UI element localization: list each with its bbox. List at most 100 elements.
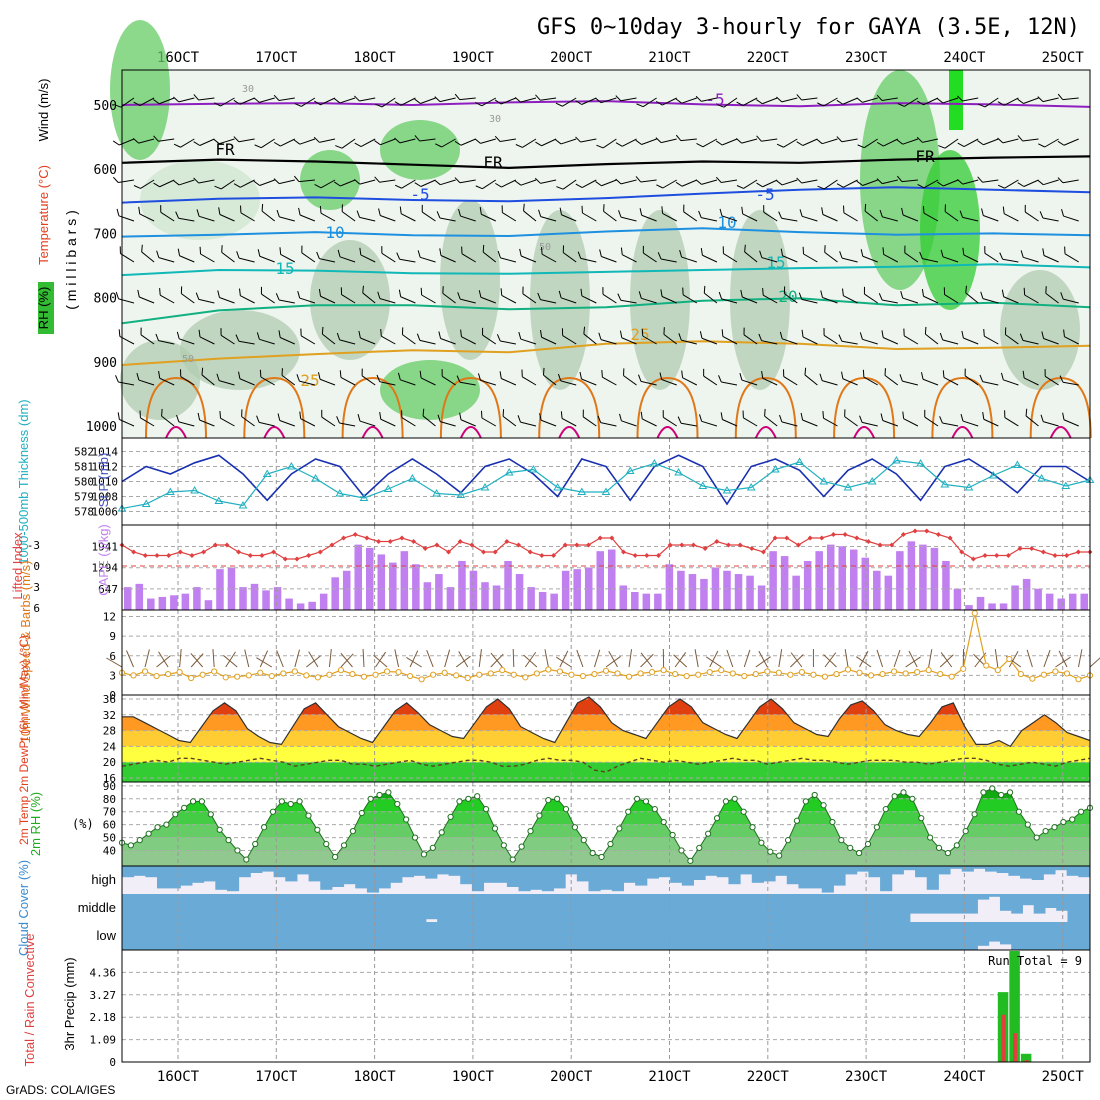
wind-speed-point bbox=[787, 671, 794, 678]
rh-point bbox=[580, 837, 587, 844]
wind-barb bbox=[556, 179, 577, 190]
lifted-index-point bbox=[935, 532, 941, 537]
cape-bar bbox=[262, 590, 270, 610]
rh-shading bbox=[920, 150, 980, 310]
rh-point bbox=[296, 798, 303, 805]
cloud-cover-bar bbox=[628, 922, 641, 950]
wind-barb-staff bbox=[963, 138, 979, 147]
wind-barb-flag bbox=[218, 207, 221, 215]
wind-barb-flag bbox=[836, 136, 843, 143]
wind-barb-flag bbox=[555, 102, 563, 107]
wind-barb-flag bbox=[558, 290, 562, 298]
wind-barb bbox=[180, 369, 195, 386]
wind-barb-flag bbox=[277, 413, 281, 421]
cloud-cover-bar bbox=[403, 922, 416, 950]
surface-wind-barb-staff bbox=[876, 649, 884, 668]
wind-barb bbox=[356, 210, 376, 222]
wind-barb-flag bbox=[518, 331, 522, 340]
wind-barb-flag bbox=[681, 370, 684, 378]
wind-barb bbox=[115, 291, 135, 304]
cape-bar bbox=[492, 585, 501, 610]
wind-barb-flag bbox=[177, 248, 181, 256]
wind-barb bbox=[521, 369, 537, 386]
wind-barb-flag bbox=[978, 103, 986, 108]
cloud-cover-bar bbox=[470, 894, 483, 922]
wind-barb-staff bbox=[238, 138, 255, 143]
wind-barb bbox=[715, 138, 738, 146]
wind-barb bbox=[233, 179, 255, 188]
surface-wind-barb-staff bbox=[223, 655, 238, 668]
wind-barb-flag bbox=[597, 415, 602, 423]
panel-frame bbox=[121, 949, 1091, 1063]
cloud-cover-bar bbox=[662, 894, 675, 922]
wind-barb-flag bbox=[984, 246, 986, 254]
thickness-point bbox=[141, 499, 151, 507]
wind-barb-flag bbox=[942, 370, 945, 378]
cloud-cover-bar bbox=[583, 922, 596, 950]
rh-point bbox=[420, 851, 428, 858]
surface-wind-barb bbox=[556, 656, 572, 668]
wind-barb-flag bbox=[796, 141, 804, 146]
wind-barb-staff bbox=[801, 97, 818, 101]
wind-barb bbox=[940, 249, 959, 263]
wind-barb bbox=[538, 209, 557, 222]
wind-barb-staff bbox=[178, 217, 195, 222]
wind-barb bbox=[113, 97, 135, 108]
wind-barb-flag bbox=[601, 370, 603, 378]
wind-barb bbox=[297, 290, 316, 304]
wind-barb bbox=[804, 367, 818, 386]
surface-wind-barb bbox=[905, 656, 921, 668]
wind-barb bbox=[1017, 135, 1039, 142]
wind-barb-flag bbox=[281, 368, 283, 376]
surface-wind-barb bbox=[294, 649, 300, 668]
surface-wind-barb-staff bbox=[859, 650, 869, 668]
contour-label: -5 bbox=[705, 90, 724, 109]
x-tick-label-top: 20OCT bbox=[550, 50, 593, 66]
wind-barb-flag bbox=[353, 179, 361, 185]
wind-barb bbox=[233, 97, 255, 105]
lifted-index-point bbox=[959, 549, 965, 555]
wind-barb-staff bbox=[1004, 179, 1019, 189]
li-tick-label: 0 bbox=[33, 560, 40, 573]
wind-barb-flag bbox=[1037, 96, 1044, 102]
wind-tick-label: 9 bbox=[109, 630, 116, 643]
rh-point bbox=[811, 791, 818, 799]
wind-barb-staff bbox=[620, 97, 637, 102]
wind-barb-staff bbox=[922, 138, 939, 143]
wind-barb bbox=[703, 368, 718, 386]
wind-barb-staff bbox=[721, 138, 738, 146]
lifted-index-point bbox=[1040, 549, 1046, 555]
lifted-index-point bbox=[434, 542, 440, 548]
cape-bar bbox=[538, 592, 547, 610]
wind-barb bbox=[900, 290, 919, 304]
wind-barb-flag bbox=[236, 251, 240, 259]
rh-point bbox=[598, 853, 605, 861]
wind-barb-flag bbox=[441, 369, 443, 377]
wind-barb-flag bbox=[1044, 369, 1046, 377]
cloud-cover-bar bbox=[845, 866, 858, 875]
wind-barb-staff bbox=[481, 97, 497, 107]
wind-speed-point bbox=[833, 670, 840, 678]
rh-point bbox=[651, 806, 658, 813]
rh-shading bbox=[630, 210, 690, 390]
wind-barb bbox=[421, 204, 436, 222]
cloud-cover-bar bbox=[898, 922, 911, 950]
cloud-cover-bar bbox=[797, 922, 810, 950]
cape-bar bbox=[481, 582, 489, 610]
cloud-cover-bar bbox=[308, 866, 321, 882]
wind-barb-staff bbox=[683, 211, 698, 222]
wind-barb bbox=[997, 179, 1019, 189]
wind-barb-staff bbox=[681, 339, 697, 345]
wind-barb-flag bbox=[260, 286, 262, 295]
wind-barb-flag bbox=[804, 367, 807, 375]
rh2m-axis-label: 2m RH (%) bbox=[28, 792, 43, 856]
wind-barb-staff bbox=[801, 179, 818, 184]
wind-barb bbox=[936, 97, 959, 104]
cloud-cover-bar bbox=[347, 894, 359, 922]
wind-barb-staff bbox=[1003, 97, 1019, 106]
wind-barb-flag bbox=[856, 97, 863, 103]
wind-barb-staff bbox=[962, 179, 979, 185]
wind-barb bbox=[844, 409, 858, 427]
wind-barb-staff bbox=[580, 257, 597, 263]
wind-barb-flag bbox=[659, 372, 663, 380]
